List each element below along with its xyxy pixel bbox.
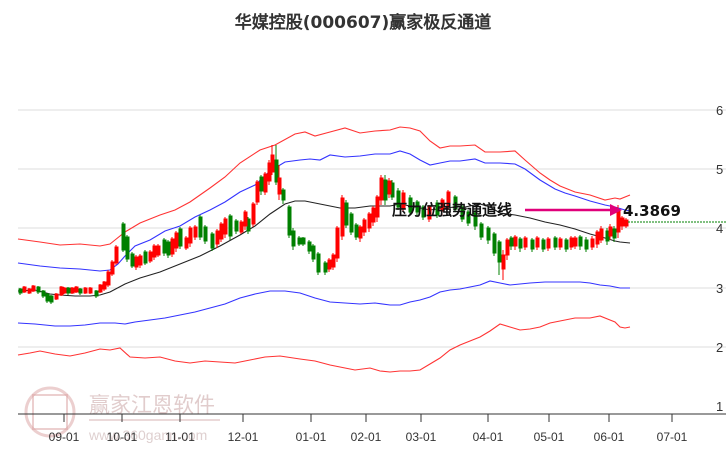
x-tick-09-01: 09-01 [49,430,80,444]
watermark-text: 赢家江恩软件 [89,393,215,417]
y-tick-3: 3 [716,281,723,296]
chart-title: 华媒控股(000607)赢家极反通道 [234,13,492,33]
x-tick-02-01: 02-01 [351,430,382,444]
arrow-right-icon [610,204,622,216]
x-tick-11-01: 11-01 [165,430,195,444]
band-lines [17,126,631,373]
y-tick-4: 4 [716,221,723,236]
y-tick-5: 5 [716,162,723,177]
x-tick-03-01: 03-01 [406,430,437,444]
watermark-logo-icon [24,386,76,438]
x-tick-01-01: 01-01 [296,430,327,444]
watermark: 赢家江恩软件 www.360gann.com [24,386,220,443]
y-tick-6: 6 [716,103,723,118]
y-tick-2: 2 [716,340,723,355]
x-tick-07-01: 07-01 [657,430,688,444]
upper-outer-band [17,126,631,247]
lower-outer-band [17,315,631,373]
upper-inner-band [17,150,631,272]
resistance-label: 压力位强势通道线 [392,201,512,219]
x-tick-05-01: 05-01 [534,430,565,444]
x-tick-10-01: 10-01 [107,430,138,444]
y-tick-1: 1 [716,399,723,414]
x-axis: 09-01 10-01 11-01 12-01 01-01 02-01 03-0… [18,413,726,444]
candlesticks [18,145,629,304]
lower-inner-band [17,280,630,327]
y-axis-labels: 6 5 4 3 2 1 [716,103,723,414]
x-tick-04-01: 04-01 [473,430,504,444]
x-tick-06-01: 06-01 [594,430,625,444]
x-tick-12-01: 12-01 [228,430,259,444]
resistance-annotation: 压力位强势通道线 4.3869 [392,201,681,220]
resistance-value: 4.3869 [623,202,681,220]
gridlines [18,109,726,348]
watermark-url: www.360gann.com [88,427,207,443]
